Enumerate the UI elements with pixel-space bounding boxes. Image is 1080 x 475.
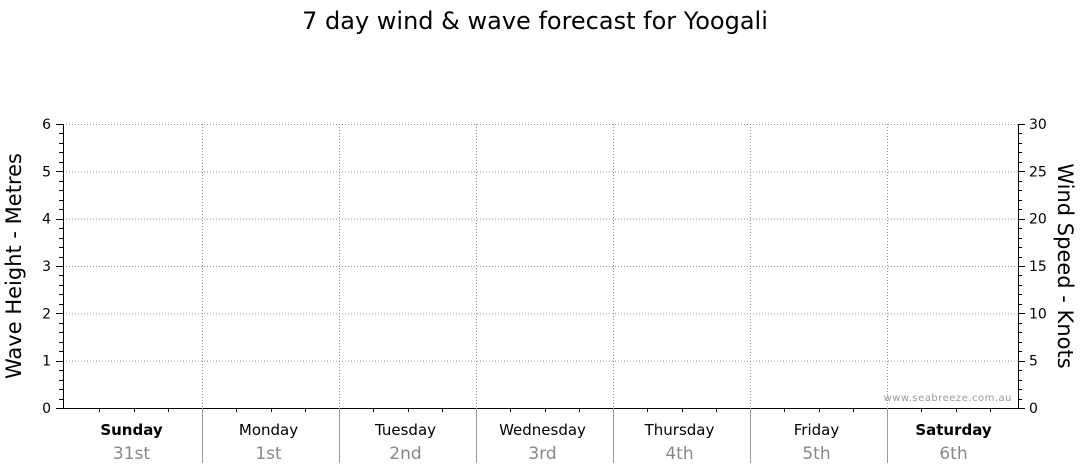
left-tick-label: 0 [42,401,51,417]
chart-title: 7 day wind & wave forecast for Yoogali [302,7,768,35]
day-label: Wednesday [499,421,586,439]
right-tick-label: 30 [1029,117,1047,133]
date-label: 3rd [528,444,556,464]
right-axis-title: Wind Speed - Knots [1053,163,1077,368]
day-label: Saturday [915,421,992,439]
left-tick-label: 6 [42,117,51,133]
right-tick-label: 0 [1029,401,1038,417]
date-label: 5th [802,444,830,464]
left-axis-title: Wave Height - Metres [2,153,26,379]
right-tick-label: 20 [1029,212,1047,228]
left-tick-label: 3 [42,259,51,275]
day-label: Monday [239,421,298,439]
right-tick-label: 15 [1029,259,1047,275]
right-tick-label: 25 [1029,164,1047,180]
day-label: Sunday [100,421,163,439]
date-label: 6th [939,444,967,464]
left-tick-label: 4 [42,212,51,228]
day-label: Friday [794,421,840,439]
date-label: 31st [113,444,150,464]
date-label: 1st [255,444,282,464]
right-tick-label: 5 [1029,354,1038,370]
date-label: 2nd [389,444,421,464]
day-label: Thursday [644,421,715,439]
left-tick-label: 1 [42,354,51,370]
day-label: Tuesday [374,421,436,439]
watermark: www.seabreeze.com.au [884,393,1012,404]
right-tick-label: 10 [1029,306,1047,322]
date-label: 4th [665,444,693,464]
left-tick-label: 2 [42,306,51,322]
left-tick-label: 5 [42,164,51,180]
